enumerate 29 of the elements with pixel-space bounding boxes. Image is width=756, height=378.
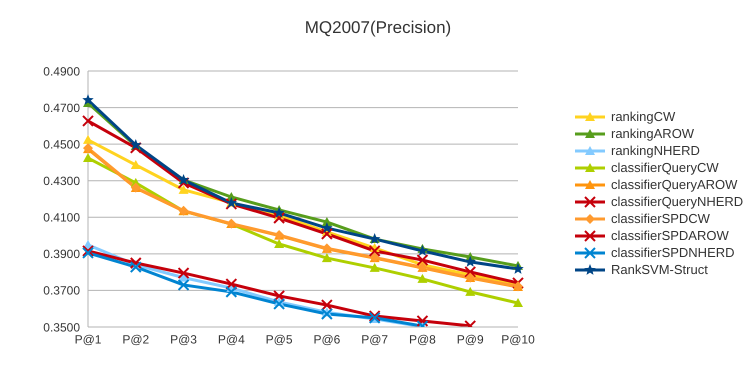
- legend-label: classifierQueryCW: [611, 160, 719, 175]
- x-tick-label: P@9: [456, 332, 484, 347]
- y-tick-label: 0.4300: [43, 174, 80, 188]
- y-tick-label: 0.3900: [43, 247, 80, 262]
- x-tick-label: P@8: [409, 332, 436, 347]
- legend-label: classifierSPDCW: [611, 211, 710, 226]
- legend-label: rankingCW: [611, 109, 676, 124]
- legend-label: RankSVM-Struct: [611, 262, 708, 277]
- chart-title: MQ2007(Precision): [304, 18, 452, 38]
- x-tick-label: P@2: [122, 332, 150, 347]
- y-tick-label: 0.4500: [43, 137, 80, 152]
- legend-label: classifierSPDAROW: [611, 228, 729, 243]
- legend-label: classifierQueryAROW: [611, 177, 738, 192]
- x-tick-label: P@6: [313, 332, 341, 347]
- x-tick-label: P@10: [501, 332, 536, 347]
- legend-label: rankingAROW: [611, 126, 694, 141]
- legend-label: rankingNHERD: [611, 143, 700, 158]
- x-tick-label: P@3: [170, 332, 198, 347]
- legend-label: classifierSPDNHERD: [611, 245, 735, 260]
- y-tick-label: 0.4100: [43, 210, 80, 225]
- x-tick-label: P@7: [361, 332, 388, 347]
- legend-label: classifierQueryNHERD: [611, 194, 744, 209]
- x-tick-label: P@1: [74, 332, 102, 347]
- y-tick-label: 0.3700: [43, 284, 80, 298]
- x-tick-label: P@5: [266, 332, 293, 347]
- y-tick-label: 0.4700: [43, 100, 80, 115]
- y-tick-label: 0.3500: [43, 320, 80, 334]
- x-tick-label: P@4: [218, 332, 246, 347]
- y-tick-label: 0.4900: [43, 64, 80, 78]
